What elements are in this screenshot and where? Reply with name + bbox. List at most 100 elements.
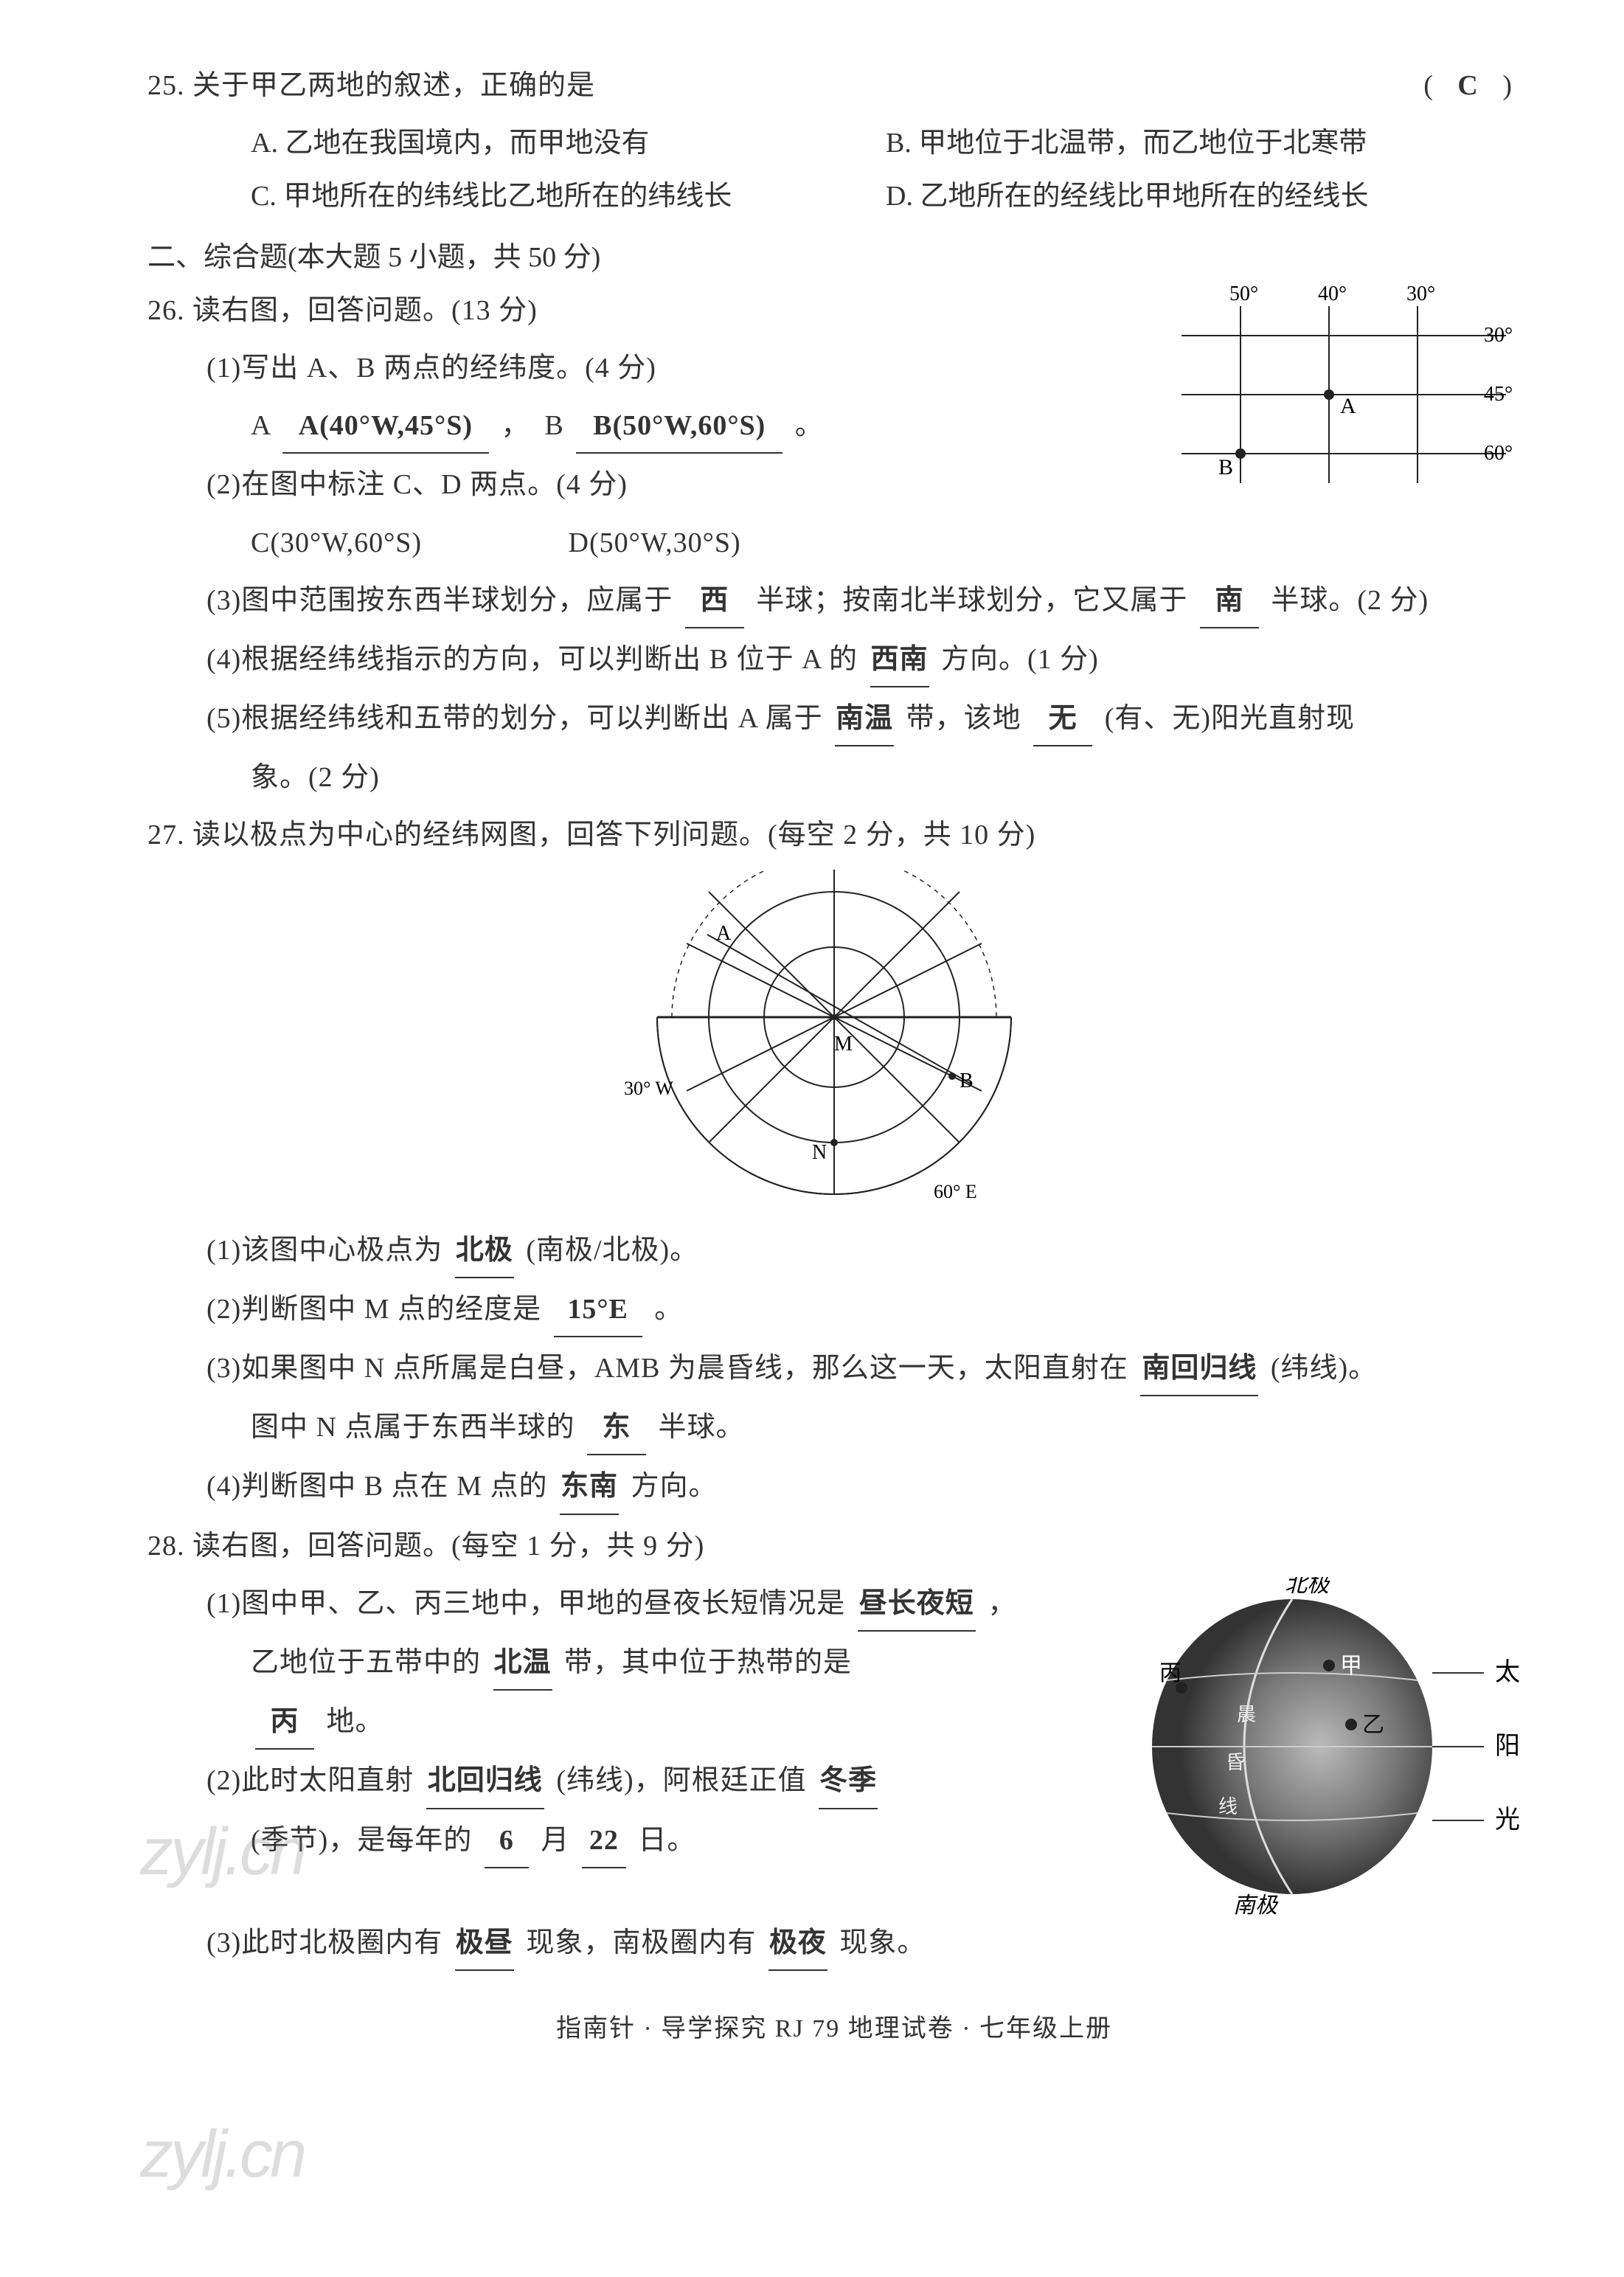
q26-p5-a1: 南温 [835, 692, 894, 746]
q28-block: (1)图中甲、乙、丙三地中，甲地的昼夜长短情况是 昼长夜短 ， 乙地位于五带中的… [148, 1577, 1521, 1916]
q28-stem: 28. 读右图，回答问题。(每空 1 分，共 9 分) [148, 1519, 1521, 1573]
q26-p5: (5)根据经纬线和五带的划分，可以判断出 A 属于 南温 带，该地 无 (有、无… [148, 692, 1521, 746]
q27-A: A [716, 922, 732, 945]
q28-sun2: 阳 [1495, 1733, 1520, 1760]
q28-xian: 线 [1218, 1796, 1238, 1817]
q25-optB: B. 甲地位于北温带，而乙地位于北寒带 [886, 117, 1521, 170]
q28-p3-a1: 极昼 [455, 1916, 514, 1971]
q26-p5-pre: (5)根据经纬线和五带的划分，可以判断出 A 属于 [207, 703, 823, 734]
lat-45: 45° [1484, 383, 1513, 406]
q27-p3-pre: (3)如果图中 N 点所属是白昼，AMB 为晨昏线，那么这一天，太阳直射在 [207, 1353, 1128, 1384]
q27-60E: 60° E [934, 1181, 977, 1202]
q26-stem: 26. 读右图，回答问题。(13 分) [148, 284, 1137, 337]
q28-p2-pre: (2)此时太阳直射 [207, 1765, 414, 1796]
q28-p2-mid1: (纬线)，阿根廷正值 [556, 1765, 806, 1796]
q27-p3b-end: 半球。 [658, 1412, 744, 1443]
lon-40: 40° [1318, 283, 1347, 305]
q27-p4-a: 东南 [560, 1460, 619, 1514]
q25-answer: C [1457, 70, 1486, 101]
q27-p3b-a: 东 [587, 1401, 646, 1455]
q26-p5-cont: 象。(2 分) [148, 751, 1521, 804]
q28-svg: 北极 南极 太 阳 光 甲 乙 丙 晨 昏 线 [1137, 1577, 1521, 1916]
label-B: B [1218, 455, 1233, 479]
q26-p1-B-ans: B(50°W,60°S) [576, 399, 782, 454]
q28-yi: 乙 [1362, 1713, 1384, 1737]
q28-chen: 晨 [1237, 1704, 1256, 1725]
q26-p3-mid: 半球；按南北半球划分，它又属于 [756, 585, 1187, 616]
label-A: A [1340, 394, 1356, 418]
q27-p2-a: 15°E [554, 1283, 642, 1337]
q25-optA: A. 乙地在我国境内，而甲地没有 [251, 117, 886, 170]
q27-p4-end: 方向。 [631, 1471, 717, 1502]
q27-p3: (3)如果图中 N 点所属是白昼，AMB 为晨昏线，那么这一天，太阳直射在 南回… [148, 1342, 1521, 1396]
q26-p1-B-label: ， B [501, 410, 563, 441]
q28-p3-a2: 极夜 [768, 1916, 827, 1971]
q27-stem: 27. 读以极点为中心的经纬网图，回答下列问题。(每空 2 分，共 10 分) [148, 808, 1521, 862]
q28-p2-end2: 日。 [638, 1825, 695, 1856]
q26-p5-mid: 带，该地 [906, 703, 1021, 734]
q27-p3-end: (纬线)。 [1271, 1353, 1377, 1384]
q27-M: M [834, 1033, 853, 1056]
q26-p3-a2: 南 [1200, 574, 1259, 628]
q27-p4-pre: (4)判断图中 B 点在 M 点的 [207, 1471, 547, 1502]
q28-p2-a4: 22 [582, 1814, 626, 1868]
q26-p3-pre: (3)图中范围按东西半球划分，应属于 [207, 585, 673, 616]
q27-p2-pre: (2)判断图中 M 点的经度是 [207, 1294, 541, 1325]
q25-optD: D. 乙地所在的经线比甲地所在的经线长 [886, 170, 1521, 223]
q28-figure: 北极 南极 太 阳 光 甲 乙 丙 晨 昏 线 [1137, 1577, 1521, 1916]
q28-north: 北极 [1285, 1577, 1330, 1597]
q26-p3: (3)图中范围按东西半球划分，应属于 西 半球；按南北半球划分，它又属于 南 半… [148, 574, 1521, 628]
lat-60: 60° [1484, 442, 1513, 465]
q25-text: 25. 关于甲乙两地的叙述，正确的是 [148, 70, 595, 101]
q27-p1-end: (南极/北极)。 [526, 1235, 698, 1266]
q28-sun3: 光 [1495, 1806, 1520, 1834]
lon-50: 50° [1229, 283, 1258, 305]
q27-N: N [812, 1141, 827, 1164]
q26-p1-A-label: A [251, 410, 270, 441]
q26-p1-stem: (1)写出 A、B 两点的经纬度。(4 分) [148, 342, 1137, 395]
q26-p4-a1: 西南 [870, 633, 929, 687]
q26-p1-ans: A A(40°W,45°S) ， B B(50°W,60°S) 。 [148, 399, 1137, 454]
q27-B: B [960, 1070, 974, 1092]
q28-p1l2-pre: 乙地位于五带中的 [251, 1647, 481, 1678]
q28-south: 南极 [1233, 1893, 1279, 1916]
q26-p1-end: 。 [795, 410, 824, 441]
q28-p1l2: 乙地位于五带中的 北温 带，其中位于热带的是 [148, 1636, 1130, 1691]
q27-p1: (1)该图中心极点为 北极 (南极/北极)。 [148, 1224, 1521, 1278]
q28-p1l3: 丙 地。 [148, 1695, 1130, 1750]
q28-p2-a1: 北回归线 [426, 1754, 544, 1809]
q28-sun1: 太 [1495, 1658, 1520, 1686]
q28-p2-a2: 冬季 [819, 1754, 878, 1809]
q27-p2: (2)判断图中 M 点的经度是 15°E 。 [148, 1283, 1521, 1337]
q26-p2-pts: C(30°W,60°S) D(50°W,30°S) [148, 516, 1137, 569]
page-footer: 指南针 · 导学探究 RJ 79 地理试卷 · 七年级上册 [148, 2008, 1521, 2044]
watermark-2: zylj.cn [140, 2117, 304, 2193]
q28-p1l1: (1)图中甲、乙、丙三地中，甲地的昼夜长短情况是 昼长夜短 ， [148, 1577, 1130, 1632]
q25-optC: C. 甲地所在的纬线比乙地所在的纬线长 [251, 170, 886, 223]
q28-p1-pre: (1)图中甲、乙、丙三地中，甲地的昼夜长短情况是 [207, 1588, 845, 1619]
q28-p3-pre: (3)此时北极圈内有 [207, 1927, 443, 1958]
q28-p1l2-mid: 带，其中位于热带的是 [564, 1647, 852, 1678]
q27-polar-svg: 30° W 60° E A B M N [613, 870, 1055, 1209]
q28-hun: 昏 [1226, 1752, 1245, 1773]
q25-options-row1: A. 乙地在我国境内，而甲地没有 B. 甲地位于北温带，而乙地位于北寒带 [148, 117, 1521, 170]
q28-p3: (3)此时北极圈内有 极昼 现象，南极圈内有 极夜 现象。 [148, 1916, 1521, 1971]
q27-30W: 30° W [624, 1078, 673, 1099]
q28-p2l2: (季节)，是每年的 6 月 22 日。 [148, 1814, 1130, 1868]
point-A [1324, 389, 1334, 400]
q28-p1-mid1: ， [988, 1588, 1016, 1619]
q27-figure: 30° W 60° E A B M N [613, 870, 1055, 1209]
lon-30: 30° [1406, 283, 1435, 305]
q26-p4-end: 方向。(1 分) [941, 644, 1099, 675]
q26-p3-end: 半球。(2 分) [1271, 585, 1429, 616]
q27-p2-end: 。 [654, 1294, 683, 1325]
q28-bing: 丙 [1159, 1661, 1181, 1685]
point-B [1235, 448, 1246, 459]
q26-p2-stem: (2)在图中标注 C、D 两点。(4 分) [148, 458, 1137, 511]
q27-p3-a: 南回归线 [1140, 1342, 1258, 1396]
q28-p2l1: (2)此时太阳直射 北回归线 (纬线)，阿根廷正值 冬季 [148, 1754, 1130, 1809]
q25-stem: 25. 关于甲乙两地的叙述，正确的是 ( C ) [148, 59, 1521, 112]
q25-options-row2: C. 甲地所在的纬线比乙地所在的纬线长 D. 乙地所在的经线比甲地所在的经线长 [148, 170, 1521, 223]
q27-p1-a: 北极 [455, 1224, 514, 1278]
q26-p5-a2: 无 [1033, 692, 1092, 746]
